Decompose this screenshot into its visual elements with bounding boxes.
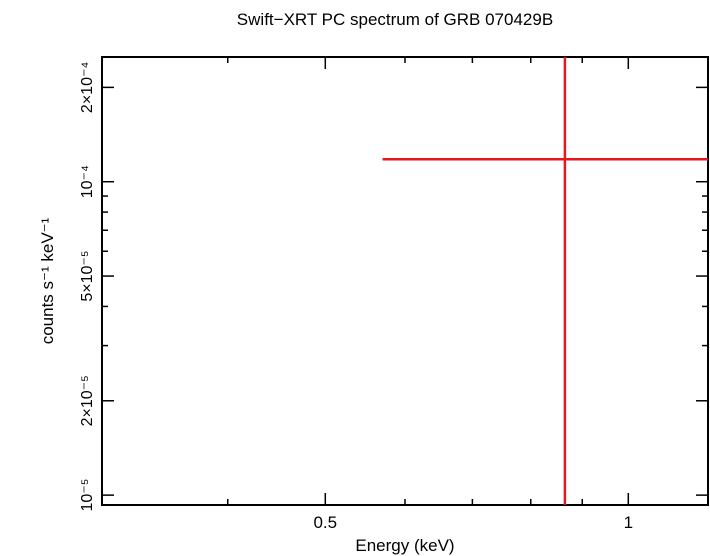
y-tick-label: 10⁻⁴ <box>79 165 96 198</box>
plot-area: 0.5 1 10⁻⁵ 2×10⁻⁵ 5×10⁻⁵ 10⁻⁴ 2×10⁻⁴ <box>79 56 709 532</box>
y-axis-label: counts s⁻¹ keV⁻¹ <box>38 217 57 344</box>
chart-title: Swift−XRT PC spectrum of GRB 070429B <box>237 10 553 29</box>
x-axis-label: Energy (keV) <box>355 536 454 555</box>
x-tick-label: 1 <box>624 513 633 532</box>
major-ticks: 0.5 1 10⁻⁵ 2×10⁻⁵ 5×10⁻⁵ 10⁻⁴ 2×10⁻⁴ <box>79 57 708 532</box>
minor-ticks <box>102 57 708 505</box>
y-tick-label: 10⁻⁵ <box>79 479 96 512</box>
y-tick-label: 2×10⁻⁵ <box>79 375 96 426</box>
y-tick-label: 2×10⁻⁴ <box>79 62 96 113</box>
plot-frame <box>101 56 709 506</box>
x-tick-label: 0.5 <box>313 513 337 532</box>
y-tick-label: 5×10⁻⁵ <box>79 251 96 302</box>
data-layer <box>382 57 708 505</box>
